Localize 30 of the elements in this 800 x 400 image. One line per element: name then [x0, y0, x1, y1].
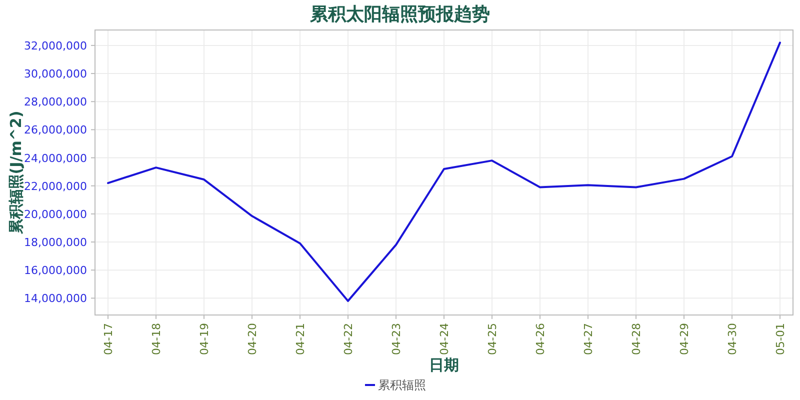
- x-tick-label: 04-24: [438, 323, 451, 355]
- y-tick-label: 32,000,000: [24, 39, 87, 52]
- y-tick-label: 22,000,000: [24, 180, 87, 193]
- y-tick-label: 30,000,000: [24, 68, 87, 81]
- x-tick-label: 04-27: [582, 323, 595, 355]
- y-tick-label: 16,000,000: [24, 264, 87, 278]
- chart-title: 累积太阳辐照预报趋势: [309, 4, 490, 25]
- x-tick-label: 04-21: [294, 323, 307, 355]
- y-tick-label: 14,000,000: [24, 292, 87, 306]
- y-tick-label: 20,000,000: [24, 208, 87, 221]
- x-tick-label: 04-26: [534, 323, 547, 355]
- x-tick-label: 05-01: [774, 323, 787, 355]
- x-tick-label: 04-23: [390, 323, 403, 355]
- y-tick-label: 28,000,000: [24, 96, 87, 109]
- x-tick-label: 04-19: [198, 323, 211, 355]
- y-tick-label: 18,000,000: [24, 236, 87, 249]
- x-tick-label: 04-25: [486, 323, 499, 355]
- x-tick-label: 04-29: [678, 323, 691, 355]
- x-tick-label: 04-22: [342, 323, 355, 355]
- x-tick-label: 04-30: [726, 323, 739, 355]
- y-axis-title: 累积辐照(J/m^2): [7, 110, 25, 236]
- y-tick-label: 24,000,000: [24, 152, 87, 165]
- x-tick-label: 04-28: [630, 323, 643, 355]
- x-tick-label: 04-17: [102, 323, 115, 355]
- x-tick-label: 04-18: [150, 323, 163, 355]
- legend-label: 累积辐照: [378, 378, 426, 392]
- y-tick-label: 26,000,000: [24, 124, 87, 137]
- line-series: [107, 42, 781, 302]
- x-axis-title: 日期: [429, 356, 459, 374]
- x-tick-label: 04-20: [246, 323, 259, 355]
